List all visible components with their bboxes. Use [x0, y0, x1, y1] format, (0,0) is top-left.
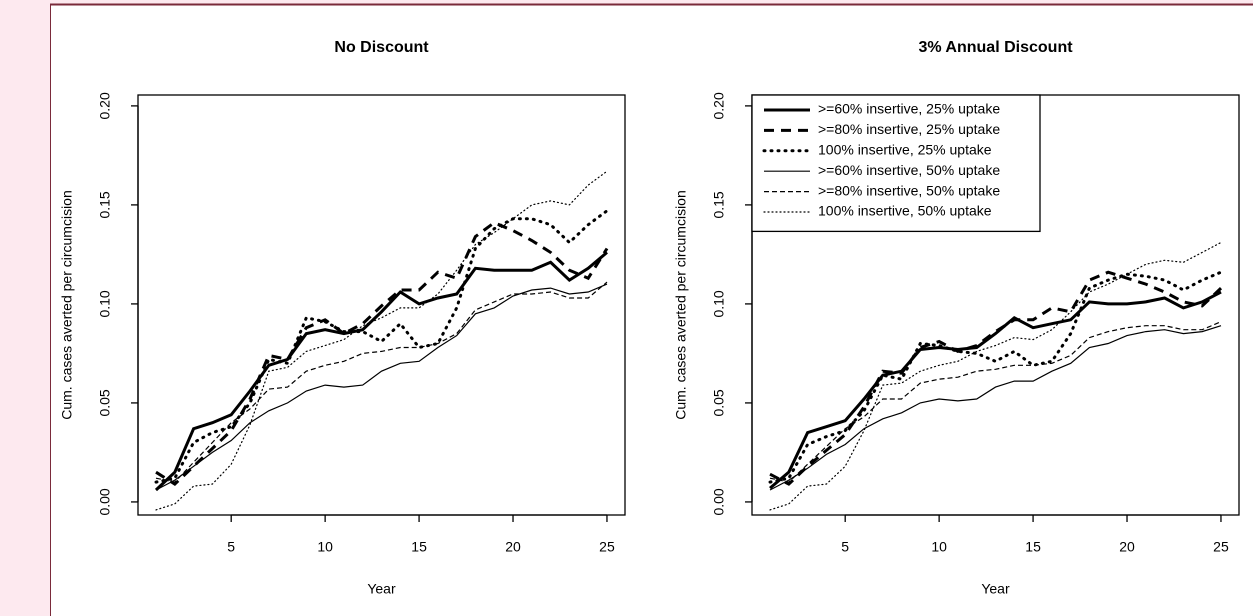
x-tick-label: 15 — [1025, 539, 1041, 555]
data-line — [155, 220, 609, 486]
legend-label: 100% insertive, 50% uptake — [818, 203, 992, 219]
data-line — [769, 290, 1222, 490]
legend-label: >=60% insertive, 25% uptake — [818, 101, 1000, 117]
x-tick-label: 15 — [411, 539, 427, 555]
x-tick-label: 5 — [227, 539, 235, 555]
x-tick-label: 5 — [841, 539, 849, 555]
data-line — [769, 270, 1223, 486]
x-axis-label: Year — [981, 581, 1010, 597]
chart-title: 3% Annual Discount — [918, 39, 1073, 56]
legend-label: 100% insertive, 25% uptake — [818, 142, 992, 158]
data-line — [154, 209, 609, 484]
y-axis-label: Cum. cases averted per circumcision — [673, 190, 689, 420]
legend-box — [751, 94, 1041, 233]
figure-panel — [50, 4, 1253, 616]
y-tick-label: 0.05 — [97, 389, 113, 416]
data-line — [155, 283, 608, 491]
y-axis-label: Cum. cases averted per circumcision — [59, 190, 75, 420]
y-tick-label: 0.20 — [97, 92, 113, 119]
y-tick-label: 0.20 — [711, 92, 727, 119]
data-line — [769, 325, 1222, 491]
legend-label: >=60% insertive, 50% uptake — [818, 162, 1000, 178]
data-line — [769, 241, 1222, 511]
y-tick-label: 0.10 — [711, 290, 727, 317]
data-line — [769, 321, 1222, 483]
y-tick-label: 0.05 — [711, 389, 727, 416]
x-tick-label: 20 — [1119, 539, 1135, 555]
y-tick-label: 0.15 — [97, 191, 113, 218]
y-tick-label: 0.10 — [97, 290, 113, 317]
x-tick-label: 20 — [505, 539, 521, 555]
x-tick-label: 25 — [1213, 539, 1229, 555]
y-tick-label: 0.00 — [97, 488, 113, 515]
chart-title: No Discount — [334, 39, 429, 56]
x-tick-label: 10 — [931, 539, 947, 555]
x-axis-label: Year — [367, 581, 396, 597]
data-line — [768, 270, 1223, 484]
legend-label: >=80% insertive, 25% uptake — [818, 121, 1000, 137]
y-tick-label: 0.15 — [711, 191, 727, 218]
data-line — [154, 251, 608, 492]
legend-label: >=80% insertive, 50% uptake — [818, 182, 1000, 198]
x-tick-label: 25 — [599, 539, 615, 555]
data-line — [155, 281, 608, 483]
x-tick-label: 10 — [317, 539, 333, 555]
y-tick-label: 0.00 — [711, 488, 727, 515]
data-line — [155, 170, 608, 511]
